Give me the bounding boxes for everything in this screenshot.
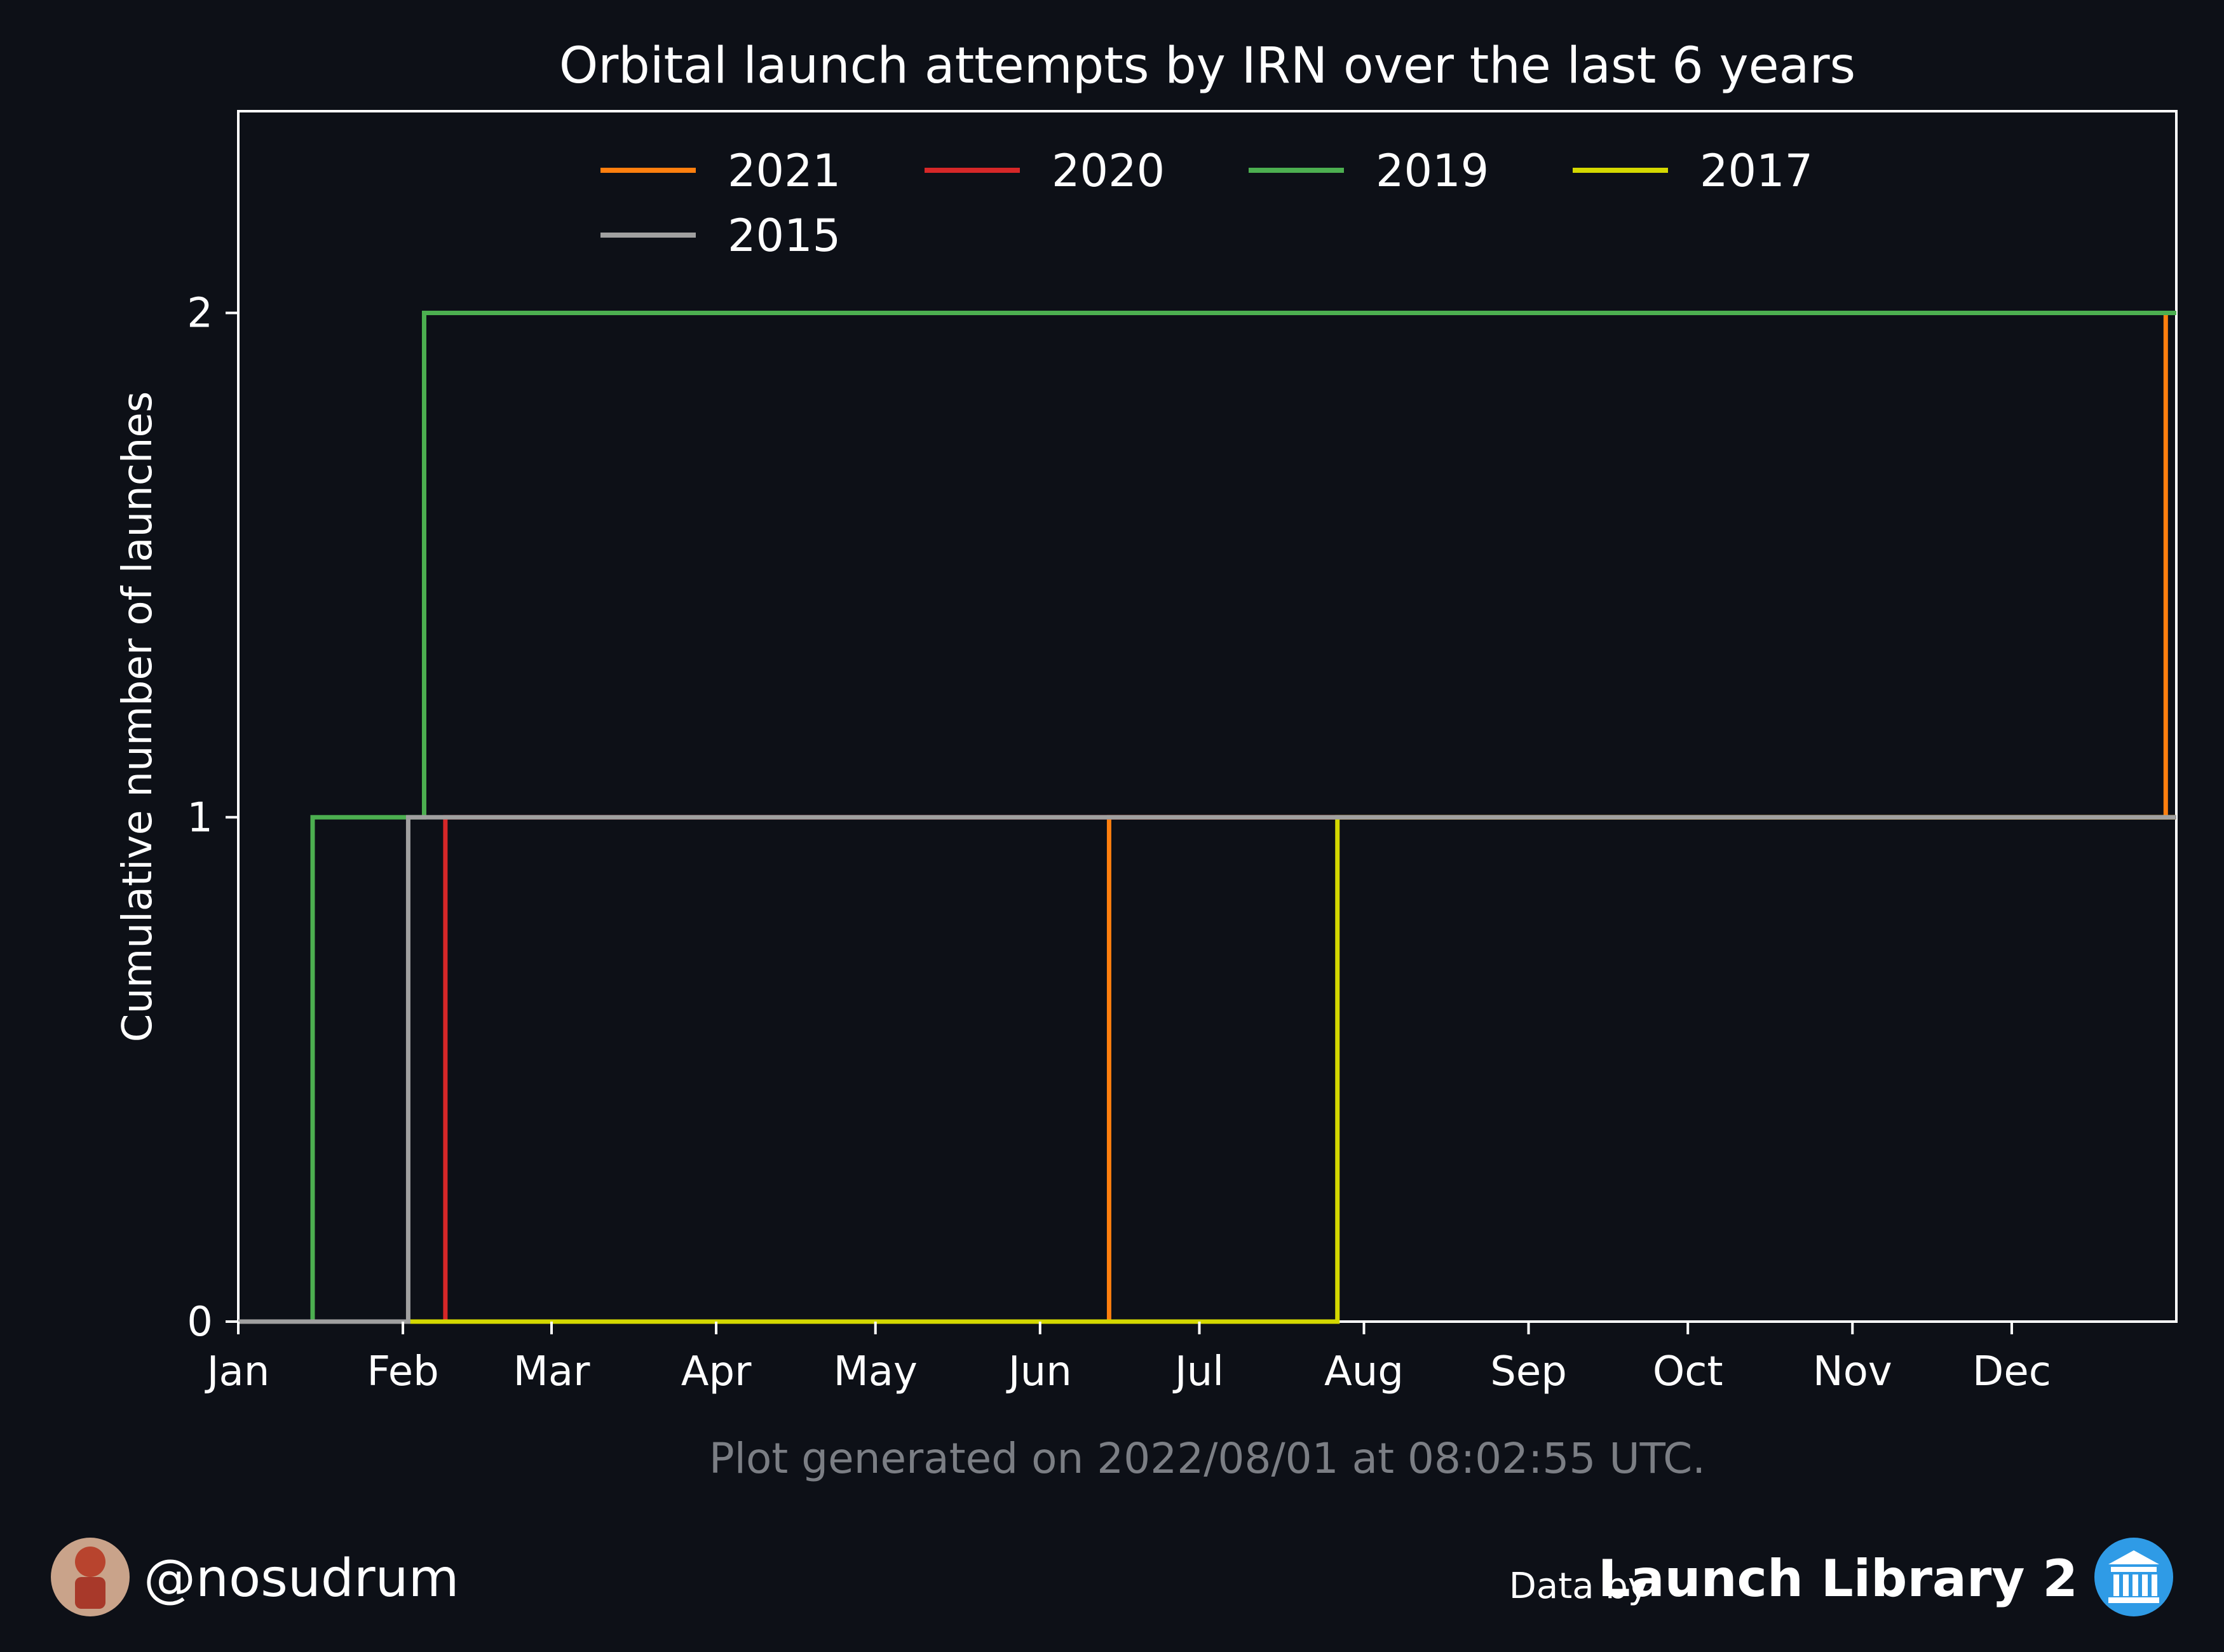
credit-name: Launch Library 2 [1598,1549,2078,1608]
x-tick-label: Dec [1972,1348,2051,1395]
x-tick-label: Aug [1324,1348,1404,1395]
x-tick-label: Jul [1172,1348,1224,1395]
x-tick-label: Jun [1006,1348,1072,1395]
x-tick-label: Apr [681,1348,752,1395]
credit-prefix: Data by [1509,1566,1649,1607]
series-line-2015 [238,815,2176,1324]
author-handle: @nosudrum [144,1548,459,1609]
legend-label-2017: 2017 [1700,145,1813,197]
bank-icon [2094,1538,2173,1616]
x-tick-label: Oct [1653,1348,1723,1395]
x-tick-label: May [834,1348,918,1395]
legend: 2021 2020 2019 2017 2015 [600,145,1813,262]
footnote: Plot generated on 2022/08/01 at 08:02:55… [709,1434,1705,1483]
y-tick-label: 2 [187,290,213,337]
x-tick-label: Jan [205,1348,270,1395]
legend-label-2015: 2015 [728,210,841,262]
x-axis: Jan Feb Mar Apr May Jun Jul Aug Sep Oct Nov Dec [205,1322,2051,1395]
x-tick-label: Feb [367,1348,438,1395]
avatar [51,1538,130,1616]
y-axis: 0 1 2 [187,290,238,1346]
legend-label-2019: 2019 [1376,145,1489,197]
x-tick-label: Mar [513,1348,590,1395]
y-tick-label: 1 [187,794,213,841]
x-tick-label: Nov [1813,1348,1892,1395]
plot-area [237,110,2178,1323]
chart-title: Orbital launch attempts by IRN over the … [559,37,1855,95]
x-tick-label: Sep [1490,1348,1567,1395]
legend-label-2021: 2021 [728,145,841,197]
legend-label-2020: 2020 [1052,145,1165,197]
y-axis-label: Cumulative number of launches [114,391,161,1042]
series-layer [238,311,2176,1324]
y-tick-label: 0 [187,1299,213,1346]
